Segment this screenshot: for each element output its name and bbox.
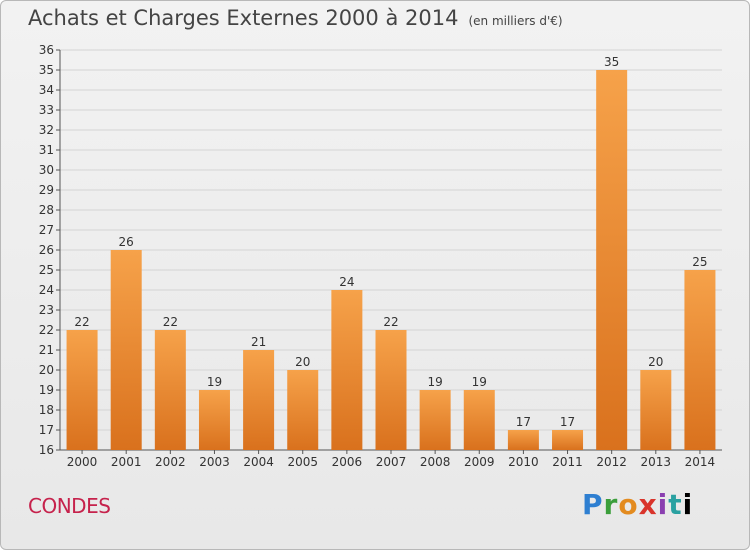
x-tick-label: 2001: [111, 455, 142, 469]
chart-title: Achats et Charges Externes 2000 à 2014 (e…: [28, 6, 563, 30]
logo-letter: x: [638, 488, 658, 521]
bar-2001: [110, 250, 142, 450]
y-tick-label: 16: [39, 443, 54, 457]
data-label: 19: [427, 375, 442, 389]
bar-2011: [552, 430, 584, 450]
x-tick-label: 2012: [596, 455, 627, 469]
x-tick-label: 2002: [155, 455, 186, 469]
bar-2010: [507, 430, 539, 450]
y-tick-label: 31: [39, 143, 54, 157]
data-label: 22: [383, 315, 398, 329]
x-tick-label: 2007: [376, 455, 407, 469]
x-tick-label: 2013: [641, 455, 672, 469]
y-tick-label: 33: [39, 103, 54, 117]
data-label: 26: [119, 235, 134, 249]
x-tick-label: 2000: [67, 455, 98, 469]
bar-2004: [243, 350, 275, 450]
data-label: 17: [560, 415, 575, 429]
data-label: 20: [648, 355, 663, 369]
data-label: 25: [692, 255, 707, 269]
y-tick-label: 26: [39, 243, 54, 257]
bar-2007: [375, 330, 407, 450]
y-tick-label: 24: [39, 283, 54, 297]
logo-letter: i: [682, 488, 694, 521]
y-tick-label: 27: [39, 223, 54, 237]
bar-2014: [684, 270, 716, 450]
x-tick-label: 2004: [243, 455, 274, 469]
logo-letter: i: [657, 488, 669, 521]
x-tick-label: 2010: [508, 455, 539, 469]
data-label: 19: [472, 375, 487, 389]
logo-letter: P: [582, 488, 604, 521]
y-tick-label: 21: [39, 343, 54, 357]
data-label: 35: [604, 55, 619, 69]
y-tick-label: 23: [39, 303, 54, 317]
y-tick-label: 17: [39, 423, 54, 437]
data-label: 20: [295, 355, 310, 369]
logo-letter: r: [603, 488, 619, 521]
chart-subtitle: (en milliers d'€): [468, 14, 563, 28]
y-tick-label: 34: [39, 83, 54, 97]
y-tick-label: 25: [39, 263, 54, 277]
x-tick-label: 2011: [552, 455, 583, 469]
x-tick-label: 2008: [420, 455, 451, 469]
y-tick-label: 36: [39, 43, 54, 57]
bar-2002: [154, 330, 186, 450]
proxiti-logo: Proxiti: [582, 488, 693, 521]
chart-title-text: Achats et Charges Externes 2000 à 2014: [28, 6, 459, 30]
bar-2008: [419, 390, 451, 450]
y-tick-label: 19: [39, 383, 54, 397]
x-tick-label: 2003: [199, 455, 230, 469]
bar-2000: [66, 330, 98, 450]
data-label: 22: [74, 315, 89, 329]
bar-2003: [198, 390, 230, 450]
y-tick-label: 35: [39, 63, 54, 77]
data-label: 19: [207, 375, 222, 389]
y-tick-label: 30: [39, 163, 54, 177]
x-tick-label: 2009: [464, 455, 495, 469]
logo-letter: o: [618, 488, 639, 521]
bar-2005: [287, 370, 319, 450]
y-tick-label: 29: [39, 183, 54, 197]
y-tick-label: 32: [39, 123, 54, 137]
city-name: CONDES: [28, 494, 111, 518]
x-tick-label: 2005: [287, 455, 318, 469]
bar-2013: [640, 370, 672, 450]
bar-2012: [596, 70, 628, 450]
data-label: 17: [516, 415, 531, 429]
y-tick-label: 18: [39, 403, 54, 417]
bar-2006: [331, 290, 363, 450]
logo-letter: t: [668, 488, 683, 521]
x-tick-label: 2014: [685, 455, 716, 469]
y-tick-label: 28: [39, 203, 54, 217]
data-label: 21: [251, 335, 266, 349]
x-tick-label: 2006: [332, 455, 363, 469]
y-tick-label: 20: [39, 363, 54, 377]
bar-2009: [463, 390, 495, 450]
data-labels: 22 26 22 19 21 20 24 22 19 19 17 17 35 20 25: [74, 55, 707, 429]
y-tick-label: 22: [39, 323, 54, 337]
bars: [66, 70, 716, 450]
data-label: 24: [339, 275, 354, 289]
data-label: 22: [163, 315, 178, 329]
